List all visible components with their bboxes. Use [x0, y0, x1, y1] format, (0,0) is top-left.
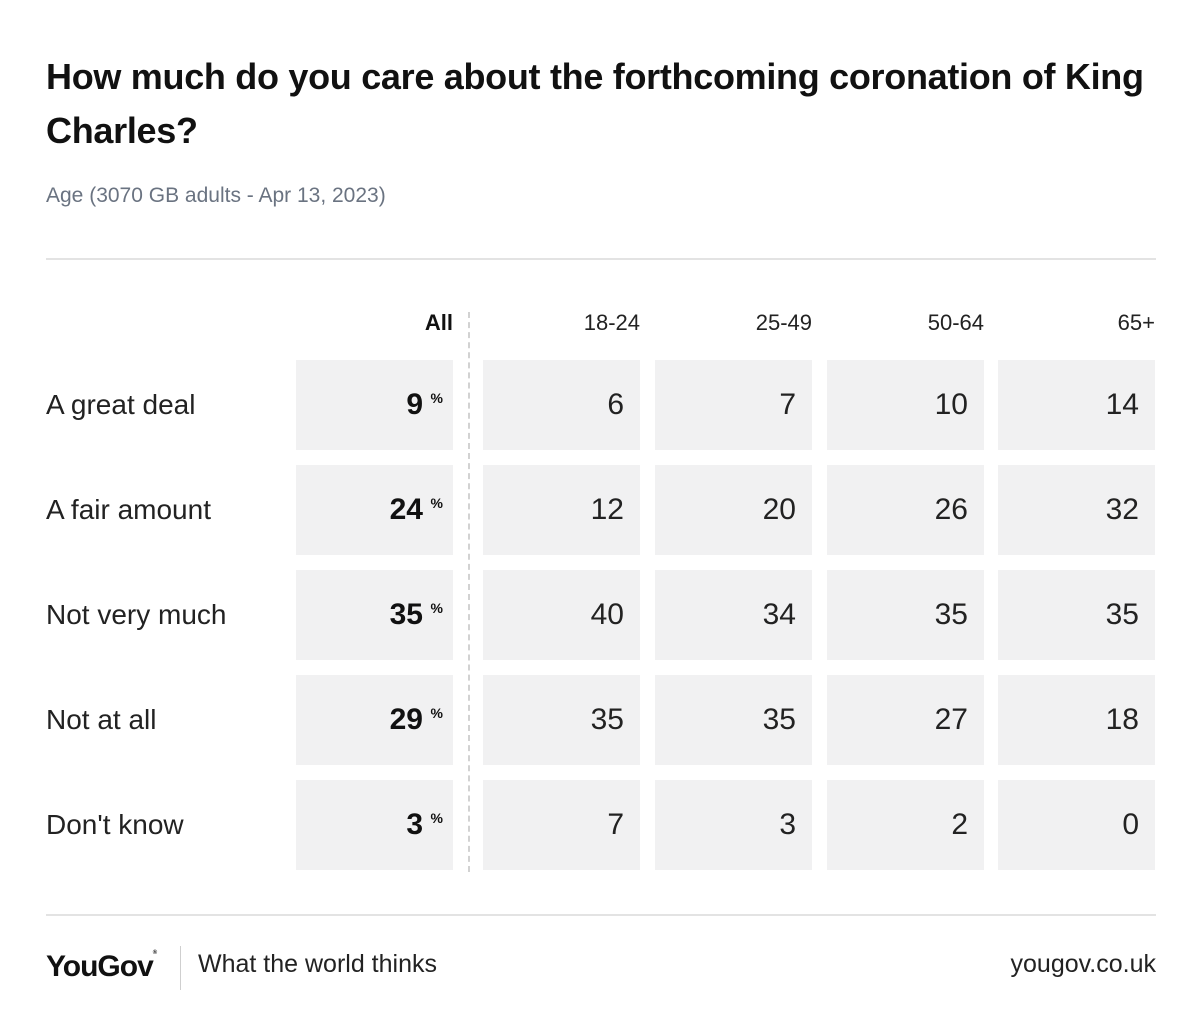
age-value-cell: 20: [655, 465, 812, 555]
cell-value: 35: [762, 703, 796, 736]
age-value-cell: 35: [998, 570, 1155, 660]
all-value-cell: 9%: [296, 360, 453, 450]
all-value-cell: 24%: [296, 465, 453, 555]
logo-text: YouGov: [46, 950, 154, 983]
all-value-cell: 3%: [296, 780, 453, 870]
cell-value: 27: [934, 703, 968, 736]
all-column-separator: [468, 312, 470, 872]
age-value-cell: 10: [827, 360, 984, 450]
age-value-cell: 26: [827, 465, 984, 555]
footer-website: yougov.co.uk: [1010, 950, 1156, 978]
logo-trademark: ®: [152, 950, 158, 956]
column-header-25-49: 25-49: [755, 310, 812, 335]
chart-title: How much do you care about the forthcomi…: [46, 56, 1144, 151]
percent-sign: %: [430, 705, 443, 721]
age-value-cell: 35: [655, 675, 812, 765]
percent-sign: %: [430, 600, 443, 616]
age-value-cell: 7: [655, 360, 812, 450]
all-value-cell: 35%: [296, 570, 453, 660]
age-value-cell: 32: [998, 465, 1155, 555]
cell-value: 2: [951, 808, 968, 841]
cell-value: 35: [934, 598, 968, 631]
cell-value: 18: [1105, 703, 1139, 736]
cell-value: 10: [934, 388, 968, 421]
column-header-50-64: 50-64: [927, 310, 984, 335]
column-header-65-: 65+: [1117, 310, 1155, 335]
column-header-all: All: [424, 310, 453, 335]
cell-value: 35: [389, 598, 423, 631]
cell-value: 35: [590, 703, 624, 736]
all-value-cell: 29%: [296, 675, 453, 765]
row-label: Not at all: [46, 704, 157, 735]
age-value-cell: 2: [827, 780, 984, 870]
age-value-cell: 40: [483, 570, 640, 660]
cell-value: 7: [779, 388, 796, 421]
cell-value: 0: [1122, 808, 1139, 841]
cell-value: 29: [389, 703, 423, 736]
footer-tagline: What the world thinks: [198, 950, 437, 978]
cell-value: 40: [590, 598, 624, 631]
percent-sign: %: [430, 810, 443, 826]
chart-subtitle: Age (3070 GB adults - Apr 13, 2023): [46, 184, 386, 207]
cell-value: 34: [762, 598, 796, 631]
age-value-cell: 7: [483, 780, 640, 870]
bottom-divider: [46, 914, 1156, 916]
cell-value: 14: [1105, 388, 1139, 421]
age-value-cell: 35: [483, 675, 640, 765]
cell-value: 3: [406, 808, 423, 841]
cell-value: 32: [1105, 493, 1139, 526]
row-label: A fair amount: [46, 494, 211, 525]
percent-sign: %: [430, 495, 443, 511]
cell-value: 6: [607, 388, 624, 421]
cell-value: 20: [762, 493, 796, 526]
age-value-cell: 35: [827, 570, 984, 660]
age-value-cell: 6: [483, 360, 640, 450]
age-value-cell: 34: [655, 570, 812, 660]
cell-value: 35: [1105, 598, 1139, 631]
age-value-cell: 0: [998, 780, 1155, 870]
cell-value: 26: [934, 493, 968, 526]
percent-sign: %: [430, 390, 443, 406]
cell-value: 24: [389, 493, 423, 526]
cell-value: 7: [607, 808, 624, 841]
row-label: A great deal: [46, 389, 196, 420]
age-value-cell: 3: [655, 780, 812, 870]
top-divider: [46, 258, 1156, 260]
age-value-cell: 12: [483, 465, 640, 555]
row-label: Not very much: [46, 599, 227, 630]
yougov-logo: YouGov®: [46, 950, 157, 984]
age-value-cell: 27: [827, 675, 984, 765]
age-value-cell: 14: [998, 360, 1155, 450]
age-value-cell: 18: [998, 675, 1155, 765]
column-header-18-24: 18-24: [583, 310, 640, 335]
cell-value: 12: [590, 493, 624, 526]
row-label: Don't know: [46, 809, 184, 840]
cell-value: 9: [406, 388, 423, 421]
footer-separator: [180, 946, 181, 990]
cell-value: 3: [779, 808, 796, 841]
